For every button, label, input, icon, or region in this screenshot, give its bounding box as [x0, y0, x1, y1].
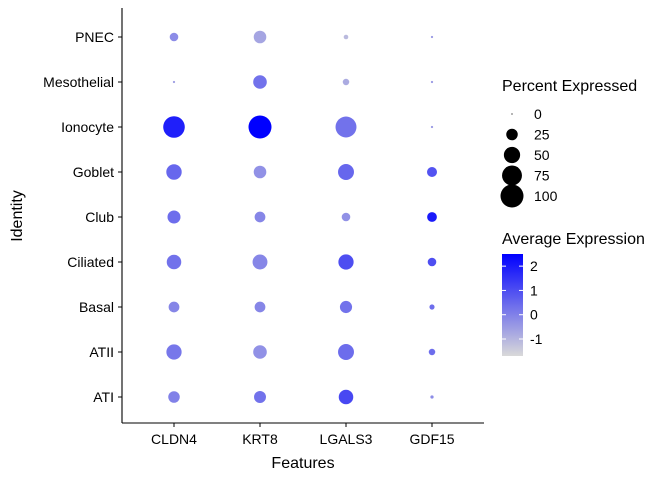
- dot-mesothelial-cldn4: [172, 80, 176, 84]
- dot-ionocyte-krt8: [248, 115, 272, 139]
- dot-atii-lgals3: [338, 344, 354, 360]
- dot-ionocyte-gdf15: [430, 125, 434, 129]
- y-axis-title: Identity: [9, 190, 26, 242]
- dot-goblet-gdf15: [426, 166, 438, 178]
- dot-ati-gdf15: [430, 395, 434, 399]
- axes: CLDN4 KRT8 LGALS3 GDF15 ATI ATII Basal Ciliated…: [43, 8, 484, 447]
- color-legend-label: 2: [530, 258, 538, 274]
- color-legend-title: Average Expression: [502, 231, 645, 248]
- size-legend-key-75: [502, 165, 522, 186]
- size-legend-label: 50: [534, 147, 550, 163]
- dot-ciliated-lgals3: [338, 254, 354, 270]
- size-legend-title: Percent Expressed: [502, 78, 637, 95]
- dot-club-lgals3: [341, 212, 351, 222]
- dot-pnec-cldn4: [169, 32, 179, 42]
- dot-atii-gdf15: [428, 348, 436, 356]
- dot-ionocyte-lgals3: [335, 116, 357, 138]
- color-legend-label: 0: [530, 307, 538, 323]
- color-legend-gradient-bar: [502, 254, 523, 356]
- dot-basal-krt8: [254, 301, 266, 313]
- x-tick-label-gdf15: GDF15: [409, 431, 454, 447]
- x-tick-label-lgals3: LGALS3: [320, 431, 373, 447]
- y-tick-label-ati: ATI: [93, 389, 114, 405]
- dot-mesothelial-gdf15: [430, 80, 434, 84]
- dot-club-krt8: [254, 211, 266, 223]
- size-legend: Percent Expressed 0 25 50 75 100: [500, 78, 637, 208]
- size-legend-key-100: [500, 184, 524, 208]
- dot-ati-cldn4: [168, 391, 180, 403]
- color-legend: Average Expression -1 0 1 2: [502, 231, 645, 356]
- dot-ciliated-gdf15: [427, 257, 437, 267]
- size-legend-key-25: [506, 128, 518, 141]
- dot-goblet-cldn4: [166, 164, 182, 180]
- x-tick-label-krt8: KRT8: [242, 431, 278, 447]
- dot-pnec-gdf15: [430, 35, 434, 39]
- size-legend-label: 75: [534, 168, 550, 184]
- dot-ciliated-krt8: [252, 254, 268, 270]
- y-tick-label-pnec: PNEC: [75, 29, 114, 45]
- dot-basal-gdf15: [429, 304, 435, 310]
- color-legend-label: -1: [530, 331, 543, 347]
- y-tick-label-goblet: Goblet: [73, 164, 114, 180]
- y-tick-label-ionocyte: Ionocyte: [61, 119, 114, 135]
- dot-club-gdf15: [427, 212, 437, 222]
- size-legend-key-0: [511, 113, 513, 115]
- plot-area: [163, 30, 438, 405]
- dot-mesothelial-lgals3: [342, 78, 350, 86]
- y-tick-label-ciliated: Ciliated: [67, 254, 114, 270]
- y-tick-label-club: Club: [85, 209, 114, 225]
- size-legend-label: 100: [534, 188, 558, 204]
- size-legend-label: 25: [534, 127, 550, 143]
- dot-goblet-lgals3: [338, 164, 354, 180]
- dot-pnec-lgals3: [343, 34, 349, 40]
- y-tick-label-basal: Basal: [79, 299, 114, 315]
- size-legend-label: 0: [534, 106, 542, 122]
- y-tick-label-mesothelial: Mesothelial: [43, 74, 114, 90]
- x-tick-label-cldn4: CLDN4: [151, 431, 197, 447]
- y-tick-label-atii: ATII: [89, 344, 114, 360]
- dot-mesothelial-krt8: [253, 75, 267, 89]
- dot-atii-krt8: [253, 345, 267, 359]
- dot-basal-cldn4: [168, 301, 180, 313]
- dot-ati-krt8: [254, 391, 266, 403]
- dot-goblet-krt8: [253, 165, 267, 179]
- dot-basal-lgals3: [339, 300, 353, 314]
- x-axis-title: Features: [271, 455, 334, 472]
- dot-pnec-krt8: [253, 30, 267, 44]
- dot-ionocyte-cldn4: [163, 116, 185, 138]
- dot-ciliated-cldn4: [166, 254, 182, 270]
- color-legend-label: 1: [530, 282, 538, 298]
- dot-ati-lgals3: [338, 389, 354, 405]
- size-legend-key-50: [503, 146, 521, 164]
- dot-atii-cldn4: [166, 344, 182, 360]
- dot-club-cldn4: [167, 210, 181, 224]
